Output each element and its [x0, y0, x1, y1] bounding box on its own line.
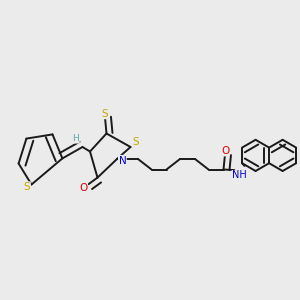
Text: N: N: [118, 155, 126, 166]
Text: S: S: [24, 182, 30, 192]
Text: NH: NH: [232, 170, 247, 181]
Text: O: O: [79, 183, 88, 193]
Text: H: H: [73, 134, 79, 143]
Text: S: S: [102, 109, 108, 119]
Text: O: O: [221, 146, 229, 156]
Text: S: S: [133, 136, 139, 147]
